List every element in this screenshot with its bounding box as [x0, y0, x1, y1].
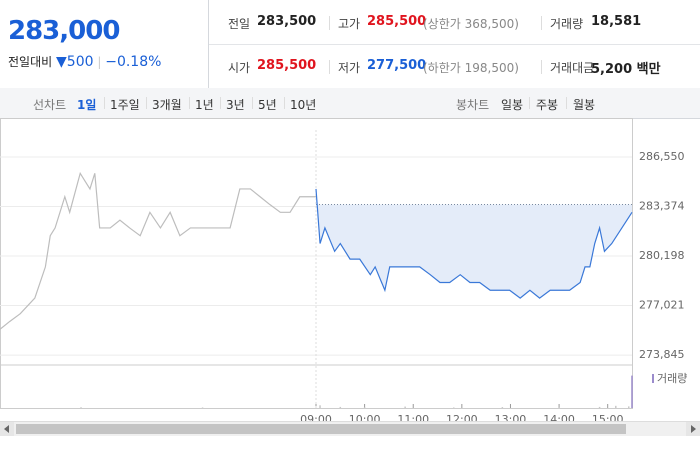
- plot-frame: [0, 118, 633, 409]
- tab[interactable]: 월봉: [573, 98, 596, 112]
- separator: [146, 97, 147, 109]
- separator: [529, 97, 530, 109]
- change-value: 500: [66, 54, 94, 70]
- change-label: 전일대비: [8, 55, 53, 69]
- volume-bar: [363, 407, 366, 408]
- scroll-right[interactable]: [686, 422, 700, 436]
- separator: [541, 16, 542, 30]
- volume-bar: [615, 405, 617, 408]
- volume-bar: [558, 407, 560, 408]
- price-line: [315, 188, 633, 299]
- stat-value: 277,500: [367, 58, 427, 73]
- separator: [284, 97, 285, 109]
- volume-bar: [628, 406, 630, 408]
- scrollbar[interactable]: [0, 421, 700, 436]
- tab-group-label: 선차트: [33, 98, 67, 112]
- scroll-left[interactable]: [0, 422, 14, 436]
- tab[interactable]: 1주일: [110, 98, 140, 112]
- stat-note: (하한가 198,500): [423, 61, 519, 75]
- divider: [208, 0, 209, 88]
- separator: [104, 97, 105, 109]
- volume-bar: [452, 407, 455, 408]
- y-tick-label: 280,198: [639, 249, 685, 262]
- stat-label: 거래량: [550, 17, 584, 31]
- volume-bar: [201, 407, 204, 408]
- divider: [209, 44, 700, 45]
- stat-label: 시가: [228, 61, 251, 75]
- volume-bar: [631, 375, 633, 408]
- y-tick-label: 277,021: [639, 299, 685, 312]
- tab[interactable]: 3개월: [152, 98, 182, 112]
- tab[interactable]: 10년: [290, 98, 317, 112]
- separator: [541, 60, 542, 74]
- area-fill: [316, 188, 632, 299]
- change-row: 전일대비 ▼500 | −0.18%: [8, 54, 162, 70]
- period-tabs: 선차트 1일 1주일 3개월 1년 3년 5년 10년 봉차트 일봉 주봉 월봉: [0, 88, 700, 119]
- stat-label: 고가: [338, 17, 361, 31]
- volume-bar: [339, 406, 342, 408]
- change-arrow: ▼: [56, 54, 67, 70]
- separator: [252, 97, 253, 109]
- tab[interactable]: 3년: [226, 98, 245, 112]
- tab[interactable]: 1일: [77, 98, 97, 112]
- separator: [189, 97, 190, 109]
- legend-swatch: [652, 374, 654, 383]
- stat-value: 283,500: [257, 14, 317, 29]
- tab[interactable]: 주봉: [536, 98, 559, 112]
- stat-note: (상한가 368,500): [423, 17, 519, 31]
- legend-label: 거래량: [657, 372, 687, 385]
- volume-bar: [319, 405, 321, 408]
- tab-group-label: 봉차트: [456, 98, 490, 112]
- separator: [329, 16, 330, 30]
- y-tick-label: 273,845: [639, 348, 685, 361]
- stat-label: 저가: [338, 61, 361, 75]
- stat-value: 285,500: [257, 58, 317, 73]
- separator: [566, 97, 567, 109]
- tab[interactable]: 5년: [258, 98, 277, 112]
- y-tick-label: 286,550: [639, 150, 685, 163]
- volume-bar: [404, 406, 406, 408]
- price-line: [0, 171, 316, 330]
- scroll-thumb[interactable]: [16, 424, 626, 434]
- quote-panel: 283,000 전일대비 ▼500 | −0.18% 전일 283,500 고가 28…: [0, 0, 700, 89]
- volume-bar: [501, 407, 504, 408]
- volume-bar: [598, 406, 601, 408]
- stat-value: 5,200 백만: [591, 62, 661, 77]
- tab[interactable]: 1년: [195, 98, 214, 112]
- stat-label: 거래대금: [550, 61, 595, 75]
- chart: 286,550283,374280,198277,021273,84509:00…: [0, 118, 687, 426]
- separator: [329, 60, 330, 74]
- change-pct: −0.18%: [105, 54, 162, 70]
- current-price: 283,000: [8, 16, 120, 46]
- y-tick-label: 283,374: [639, 200, 685, 213]
- volume-bar: [80, 407, 82, 408]
- stat-value: 285,500: [367, 14, 427, 29]
- tab[interactable]: 일봉: [501, 98, 524, 112]
- stat-value: 18,581: [591, 14, 642, 29]
- stat-label: 전일: [228, 17, 251, 31]
- separator: [220, 97, 221, 109]
